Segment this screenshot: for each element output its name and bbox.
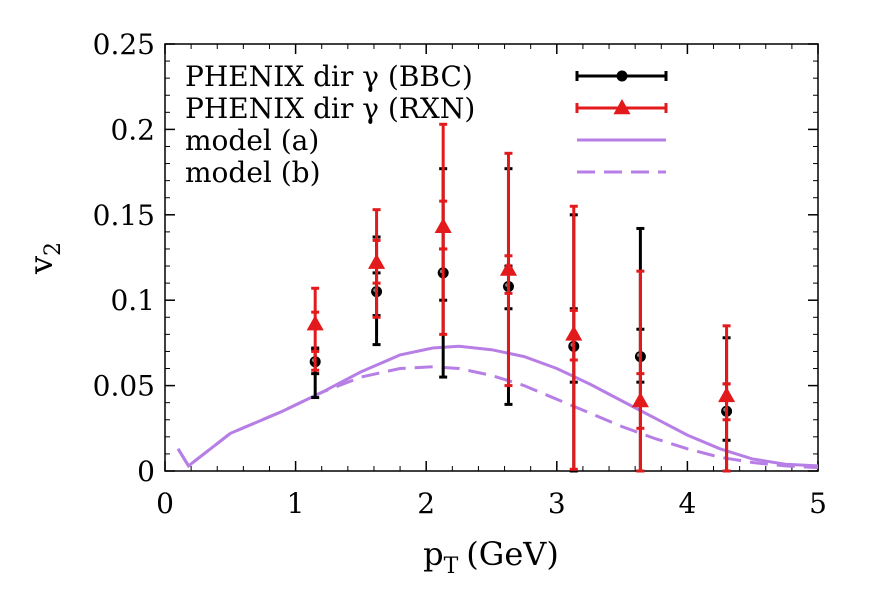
- model-curves: [176, 344, 819, 470]
- rxn-data-point: [368, 253, 386, 269]
- rxn-data-point: [565, 325, 583, 341]
- model-b-curve: [176, 365, 819, 470]
- rxn-data-point: [499, 260, 518, 276]
- tick-labels: 0 1 2 3 4 5 0 0.05 0.1 0.15 0.2 0.25: [93, 28, 827, 520]
- legend-rxn-label: PHENIX dir γ (RXN): [185, 92, 475, 125]
- y-tick-label: 0.2: [110, 113, 155, 146]
- x-tick-label: 2: [417, 487, 435, 520]
- x-tick-label: 5: [809, 487, 827, 520]
- legend-rxn-marker: [613, 99, 631, 115]
- y-axis-label-main: v: [22, 256, 60, 275]
- rxn-data-point: [306, 315, 324, 331]
- x-axis-label: pT (GeV): [423, 535, 559, 579]
- legend-model-a-label: model (a): [185, 124, 319, 157]
- x-axis-label-main: p: [423, 535, 443, 573]
- y-tick-label: 0.25: [93, 28, 155, 61]
- rxn-data-point: [631, 391, 649, 408]
- x-tick-label: 1: [287, 487, 305, 520]
- y-tick-label: 0.1: [110, 284, 155, 317]
- rxn-data-point: [718, 386, 736, 403]
- y-tick-label: 0: [137, 455, 155, 488]
- plot-frame: [164, 43, 819, 472]
- y-axis-label: v2: [22, 242, 66, 275]
- y-tick-label: 0.05: [93, 370, 155, 403]
- legend: PHENIX dir γ (BBC)PHENIX dir γ (RXN)mode…: [185, 60, 668, 189]
- legend-bbc-label: PHENIX dir γ (BBC): [185, 60, 473, 93]
- legend-model-b-label: model (b): [185, 156, 321, 189]
- axis-ticks: [164, 43, 819, 472]
- x-tick-label: 4: [678, 487, 696, 520]
- y-axis-label-sub: 2: [41, 242, 66, 256]
- x-axis-label-sub: T: [444, 554, 459, 579]
- x-axis-label-unit: (GeV): [466, 535, 559, 573]
- x-tick-label: 3: [548, 487, 566, 520]
- y-tick-label: 0.15: [93, 199, 155, 232]
- x-tick-label: 0: [156, 487, 174, 520]
- legend-bbc-marker: [616, 70, 628, 82]
- data-points: [306, 122, 736, 473]
- rxn-data-point: [434, 217, 452, 234]
- model-a-curve: [176, 344, 819, 469]
